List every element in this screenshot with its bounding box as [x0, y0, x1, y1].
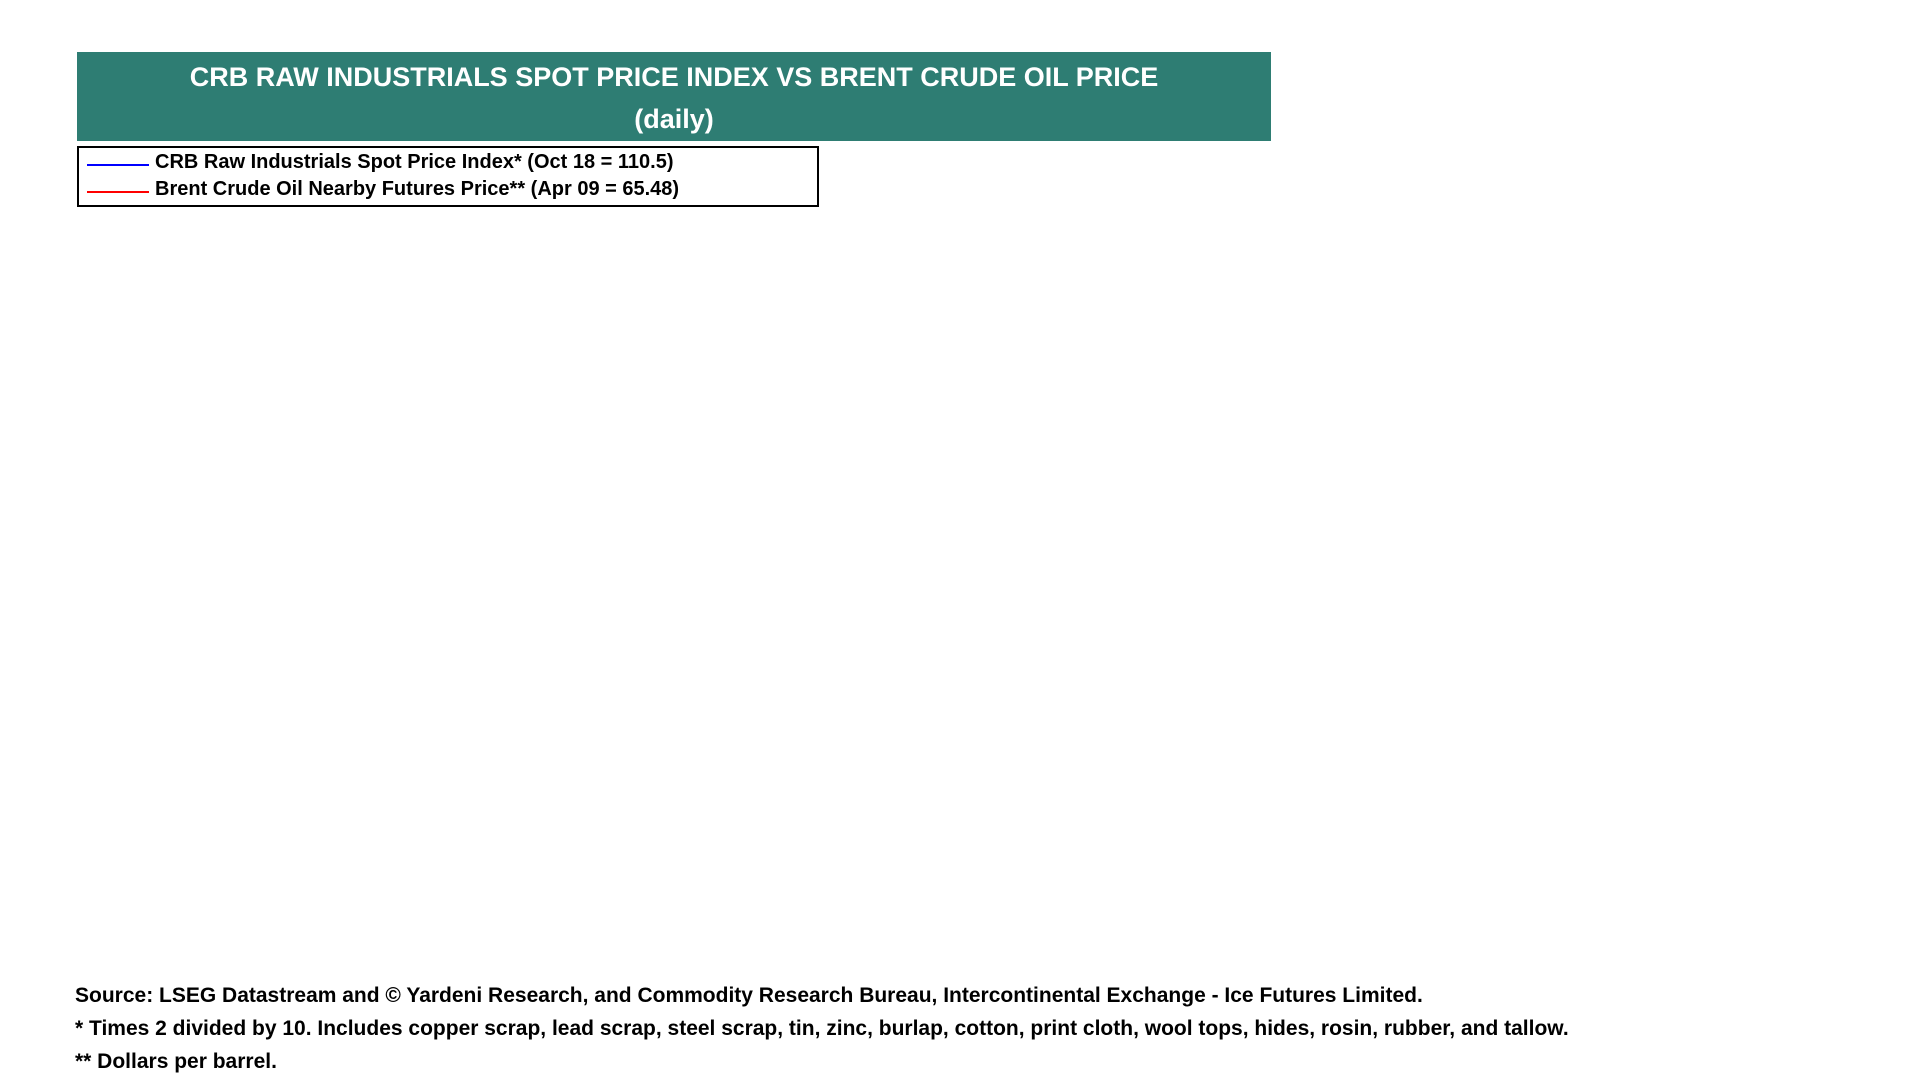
footnote-brent: ** Dollars per barrel.: [75, 1050, 277, 1073]
legend: CRB Raw Industrials Spot Price Index* (O…: [77, 146, 819, 207]
x-tick-label: 2004: [130, 942, 175, 964]
right-tick-label: 200: [1862, 36, 1895, 58]
x-tick-label: 2016: [1058, 942, 1103, 964]
x-tick-label: 2012: [748, 942, 793, 964]
left-tick-label: 180: [33, 147, 66, 169]
series-line-crb: [74, 399, 1762, 873]
left-tick-label: 160: [33, 257, 66, 279]
x-tick-label: 2006: [285, 942, 330, 964]
left-tick-label: 140: [33, 368, 66, 390]
right-tick-label: 0: [1862, 920, 1873, 942]
x-tick-label: 2022: [1522, 942, 1567, 964]
series-line-brent: [74, 297, 1796, 843]
legend-swatch-brent: [87, 191, 149, 193]
legend-item-crb: CRB Raw Industrials Spot Price Index* (O…: [79, 150, 817, 178]
left-tick-label: 100: [33, 589, 66, 611]
x-tick-label: 2008: [439, 942, 484, 964]
legend-swatch-crb: [87, 164, 149, 166]
series-layer: [74, 297, 1796, 873]
left-tick-label: 200: [33, 36, 66, 58]
x-tick-label: 2018: [1212, 942, 1257, 964]
x-tick-label: 2020: [1367, 942, 1412, 964]
footnote-crb: * Times 2 divided by 10. Includes copper…: [75, 1017, 1569, 1040]
chart-title-line2: (daily): [634, 104, 714, 134]
x-tick-label: 2024: [1676, 942, 1721, 964]
left-tick-label: 40: [44, 920, 66, 942]
footnote-source: Source: LSEG Datastream and © Yardeni Re…: [75, 984, 1423, 1007]
legend-label-crb: CRB Raw Industrials Spot Price Index* (O…: [155, 151, 674, 173]
x-tick-label: 2014: [903, 942, 948, 964]
left-tick-label: 120: [33, 478, 66, 500]
left-tick-label: 80: [44, 699, 66, 721]
right-tick-label: 50: [1862, 699, 1884, 721]
legend-label-brent: Brent Crude Oil Nearby Futures Price** (…: [155, 178, 680, 200]
legend-item-brent: Brent Crude Oil Nearby Futures Price** (…: [79, 177, 817, 205]
left-tick-label: 60: [44, 810, 66, 832]
x-tick-label: 2010: [594, 942, 639, 964]
right-tick-label: 100: [1862, 478, 1895, 500]
right-tick-label: 150: [1862, 257, 1895, 279]
chart-title-line1: CRB RAW INDUSTRIALS SPOT PRICE INDEX VS …: [189, 62, 1159, 92]
chart-title: CRB RAW INDUSTRIALS SPOT PRICE INDEX VS …: [77, 52, 1271, 141]
